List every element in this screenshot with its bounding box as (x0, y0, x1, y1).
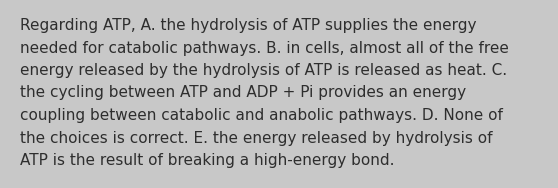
Text: coupling between catabolic and anabolic pathways. D. None of: coupling between catabolic and anabolic … (20, 108, 503, 123)
Text: Regarding ATP, A. the hydrolysis of ATP supplies the energy: Regarding ATP, A. the hydrolysis of ATP … (20, 18, 477, 33)
Text: energy released by the hydrolysis of ATP is released as heat. C.: energy released by the hydrolysis of ATP… (20, 63, 507, 78)
Text: ATP is the result of breaking a high-energy bond.: ATP is the result of breaking a high-ene… (20, 153, 395, 168)
Text: the choices is correct. E. the energy released by hydrolysis of: the choices is correct. E. the energy re… (20, 130, 493, 146)
Text: needed for catabolic pathways. B. in cells, almost all of the free: needed for catabolic pathways. B. in cel… (20, 40, 509, 55)
Text: the cycling between ATP and ADP + Pi provides an energy: the cycling between ATP and ADP + Pi pro… (20, 86, 466, 101)
